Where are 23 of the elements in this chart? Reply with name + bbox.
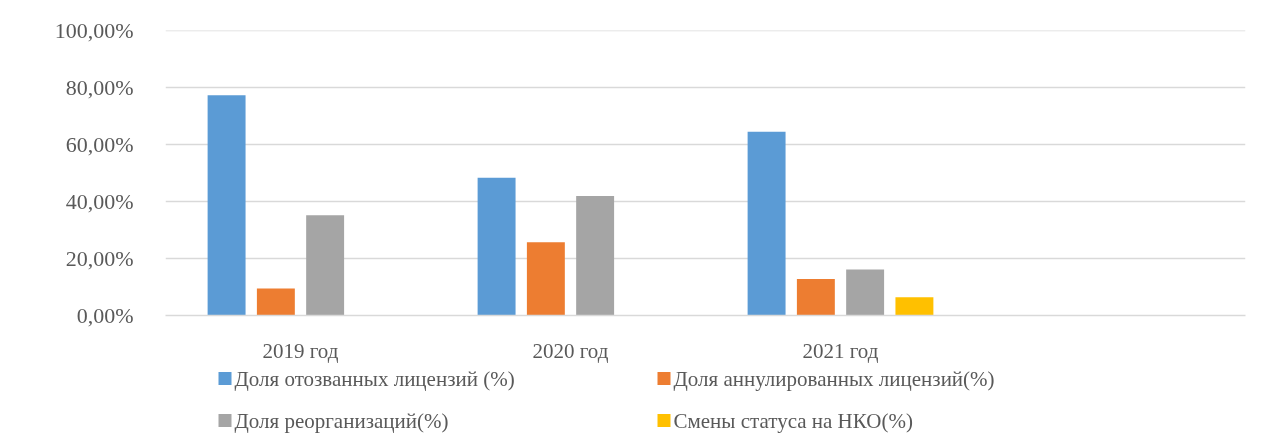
- bar: [207, 95, 246, 316]
- bar: [306, 215, 345, 316]
- legend-label: Доля отозванных лицензий (%): [234, 366, 515, 391]
- y-tick-label: 100,00%: [54, 18, 134, 43]
- bar: [895, 297, 934, 316]
- y-tick-label: 80,00%: [65, 75, 134, 100]
- x-tick-label: 2019 год: [262, 338, 339, 363]
- y-tick-label: 60,00%: [65, 132, 134, 157]
- x-tick-label: 2020 год: [532, 338, 609, 363]
- bar: [796, 279, 835, 316]
- y-tick-label: 0,00%: [76, 303, 134, 328]
- bar: [477, 177, 516, 316]
- bar: [747, 131, 786, 316]
- y-tick-label: 40,00%: [65, 189, 134, 214]
- x-tick-label: 2021 год: [802, 338, 879, 363]
- y-tick-label: 20,00%: [65, 246, 134, 271]
- legend-label: Доля реорганизаций(%): [234, 408, 449, 433]
- bar: [846, 269, 885, 316]
- bar: [576, 196, 615, 316]
- bar: [526, 242, 565, 316]
- legend-label: Доля аннулированных лицензий(%): [673, 366, 995, 391]
- bar: [256, 288, 295, 316]
- legend-label: Смены статуса на НКО(%): [673, 408, 913, 433]
